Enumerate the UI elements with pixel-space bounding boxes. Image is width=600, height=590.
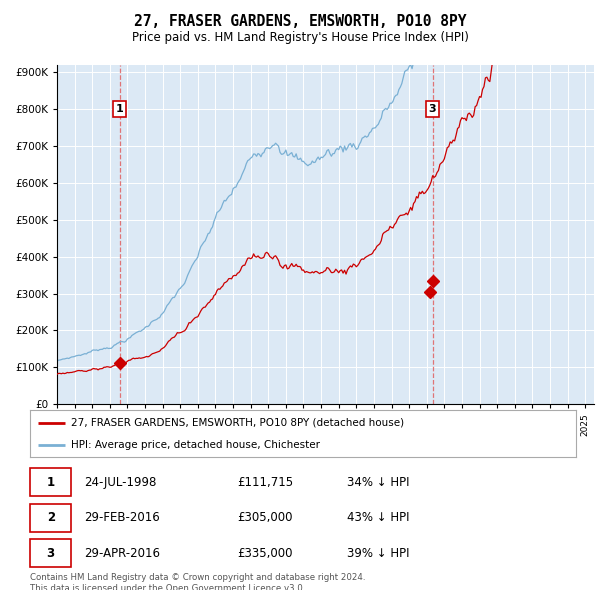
Text: 1: 1 bbox=[116, 104, 124, 114]
Text: 34% ↓ HPI: 34% ↓ HPI bbox=[347, 476, 409, 489]
Text: 29-APR-2016: 29-APR-2016 bbox=[85, 546, 161, 560]
Text: 3: 3 bbox=[429, 104, 436, 114]
Text: 27, FRASER GARDENS, EMSWORTH, PO10 8PY: 27, FRASER GARDENS, EMSWORTH, PO10 8PY bbox=[134, 14, 466, 28]
Text: 1: 1 bbox=[47, 476, 55, 489]
Text: 24-JUL-1998: 24-JUL-1998 bbox=[85, 476, 157, 489]
Text: £111,715: £111,715 bbox=[238, 476, 293, 489]
Text: 2: 2 bbox=[47, 511, 55, 525]
Text: 39% ↓ HPI: 39% ↓ HPI bbox=[347, 546, 409, 560]
Text: £335,000: £335,000 bbox=[238, 546, 293, 560]
Text: 29-FEB-2016: 29-FEB-2016 bbox=[85, 511, 160, 525]
Text: Contains HM Land Registry data © Crown copyright and database right 2024.
This d: Contains HM Land Registry data © Crown c… bbox=[30, 573, 365, 590]
FancyBboxPatch shape bbox=[30, 468, 71, 496]
Text: 27, FRASER GARDENS, EMSWORTH, PO10 8PY (detached house): 27, FRASER GARDENS, EMSWORTH, PO10 8PY (… bbox=[71, 418, 404, 428]
Text: HPI: Average price, detached house, Chichester: HPI: Average price, detached house, Chic… bbox=[71, 440, 320, 450]
Text: 43% ↓ HPI: 43% ↓ HPI bbox=[347, 511, 409, 525]
Text: Price paid vs. HM Land Registry's House Price Index (HPI): Price paid vs. HM Land Registry's House … bbox=[131, 31, 469, 44]
FancyBboxPatch shape bbox=[30, 504, 71, 532]
Text: 3: 3 bbox=[47, 546, 55, 560]
Text: £305,000: £305,000 bbox=[238, 511, 293, 525]
FancyBboxPatch shape bbox=[30, 539, 71, 567]
